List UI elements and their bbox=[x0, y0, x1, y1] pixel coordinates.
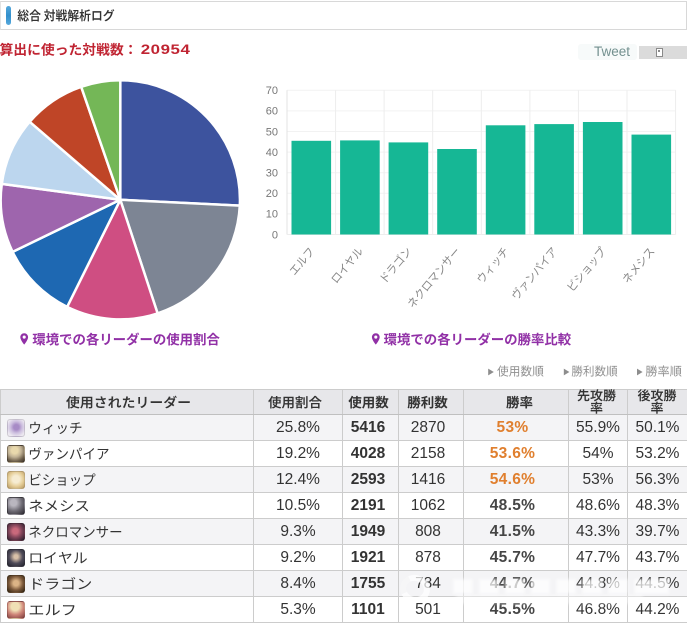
svg-text:30: 30 bbox=[266, 168, 278, 180]
svg-text:60: 60 bbox=[266, 106, 278, 118]
svg-text:50: 50 bbox=[266, 126, 278, 138]
svg-text:20: 20 bbox=[266, 188, 278, 200]
svg-text:40: 40 bbox=[266, 147, 278, 159]
svg-text:20954: 20954 bbox=[141, 42, 191, 57]
svg-text:70: 70 bbox=[266, 85, 278, 97]
svg-text:0: 0 bbox=[272, 229, 278, 241]
svg-text:10: 10 bbox=[266, 209, 278, 221]
